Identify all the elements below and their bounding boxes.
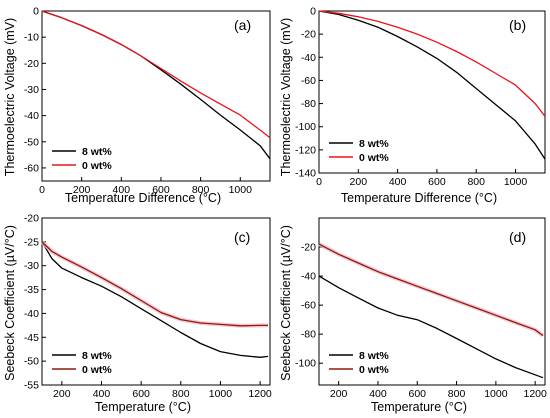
y-tick-label: -35 <box>24 284 39 296</box>
y-tick-label: 0 <box>33 6 39 18</box>
x-tick-label: 1000 <box>484 388 508 400</box>
panel-label: (c) <box>234 229 250 245</box>
series-line-8wt <box>318 275 544 379</box>
x-tick-label: 400 <box>369 388 387 400</box>
x-tick-label: 1000 <box>209 388 233 400</box>
legend-entry: 8 wt% <box>359 138 389 150</box>
y-tick-label: -50 <box>24 136 39 148</box>
series-line-8wt <box>41 10 271 160</box>
x-axis-label: Temperature (°C) <box>371 400 467 414</box>
y-tick-label: -120 <box>295 144 316 156</box>
legend-entry: 8 wt% <box>359 350 389 362</box>
y-tick-label: -100 <box>295 121 316 133</box>
y-tick-label: -40 <box>24 308 39 320</box>
series-line-0wt <box>41 10 271 139</box>
x-tick-label: 600 <box>132 388 150 400</box>
panel-label: (b) <box>509 17 526 33</box>
legend-entry: 8 wt% <box>82 350 112 362</box>
x-tick-label: 400 <box>93 388 111 400</box>
y-tick-label: -30 <box>24 84 39 96</box>
x-tick-label: 200 <box>73 184 91 196</box>
panel-label: (a) <box>234 17 251 33</box>
y-tick-label: -25 <box>24 236 39 248</box>
y-axis-label: Thermoelectric Voltage (mV) <box>279 18 293 176</box>
legend-entry: 0 wt% <box>82 160 112 172</box>
chart-panel-b: (b) Thermoelectric Voltage (mV) Temperat… <box>279 6 546 205</box>
x-tick-label: 400 <box>389 176 407 188</box>
y-tick-label: -30 <box>24 260 39 272</box>
y-tick-label: -40 <box>301 52 316 64</box>
series-line-8wt <box>318 10 546 160</box>
x-tick-label: 1200 <box>523 388 547 400</box>
y-tick-label: -20 <box>301 242 316 254</box>
x-tick-label: 800 <box>448 388 466 400</box>
x-axis-label: Temperature (°C) <box>95 400 191 414</box>
y-tick-label: -60 <box>301 300 316 312</box>
panel-label: (d) <box>509 229 526 245</box>
series-line-0wt <box>318 10 546 117</box>
series-line-0wt <box>318 243 544 337</box>
chart-panel-d: (d) Seebeck Coefficient (µV/°C) Temperat… <box>279 217 547 414</box>
y-tick-label: -20 <box>301 29 316 41</box>
plot-frame <box>318 10 546 174</box>
x-tick-label: 600 <box>428 176 446 188</box>
x-tick-label: 600 <box>408 388 426 400</box>
plot-frame <box>41 217 271 386</box>
plot-frame <box>41 10 271 182</box>
y-axis-label: Seebeck Coefficient (µV/°C) <box>3 225 17 381</box>
y-tick-label: -40 <box>301 271 316 283</box>
x-tick-label: 800 <box>172 388 190 400</box>
x-tick-label: 1000 <box>504 176 528 188</box>
x-tick-label: 200 <box>53 388 71 400</box>
y-tick-label: -55 <box>24 380 39 392</box>
x-tick-label: 200 <box>330 388 348 400</box>
series-halo <box>40 240 268 328</box>
x-tick-label: 1000 <box>229 184 253 196</box>
series-line-8wt <box>41 241 269 358</box>
x-tick-label: 600 <box>152 184 170 196</box>
series-halo <box>318 242 545 338</box>
x-tick-label: 400 <box>113 184 131 196</box>
y-tick-label: -100 <box>295 358 316 370</box>
legend-entry: 8 wt% <box>82 146 112 158</box>
x-axis-label: Temperature Difference (°C) <box>65 191 221 205</box>
y-axis-label: Seebeck Coefficient (µV/°C) <box>279 225 293 381</box>
y-tick-label: -60 <box>301 75 316 87</box>
y-tick-label: 0 <box>310 6 316 18</box>
x-tick-label: 800 <box>467 176 485 188</box>
legend-entry: 0 wt% <box>82 364 112 376</box>
x-axis-label: Temperature Difference (°C) <box>341 191 497 205</box>
y-tick-label: -80 <box>301 98 316 110</box>
y-tick-label: -80 <box>301 329 316 341</box>
x-tick-label: 1200 <box>248 388 272 400</box>
x-tick-label: 0 <box>316 176 322 188</box>
y-tick-label: -45 <box>24 332 39 344</box>
x-tick-label: 200 <box>350 176 368 188</box>
chart-panel-c: (c) Seebeck Coefficient (µV/°C) Temperat… <box>3 213 272 415</box>
x-tick-label: 0 <box>39 184 45 196</box>
plot-frame <box>318 217 546 386</box>
series-line-0wt <box>41 241 268 327</box>
legend-entry: 0 wt% <box>359 364 389 376</box>
y-tick-label: -50 <box>24 356 39 368</box>
y-tick-label: -20 <box>24 213 39 225</box>
x-tick-label: 800 <box>192 184 210 196</box>
y-tick-label: -140 <box>295 168 316 180</box>
chart-panel-a: (a) Thermoelectric Voltage (mV) Temperat… <box>3 6 271 205</box>
y-tick-label: -20 <box>24 58 39 70</box>
legend-entry: 0 wt% <box>359 152 389 164</box>
y-tick-label: -60 <box>24 162 39 174</box>
y-tick-label: -10 <box>24 32 39 44</box>
y-axis-label: Thermoelectric Voltage (mV) <box>3 18 17 176</box>
y-tick-label: -40 <box>24 110 39 122</box>
